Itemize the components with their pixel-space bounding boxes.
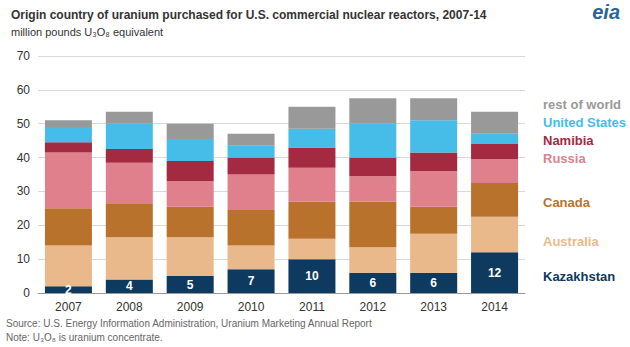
svg-text:Origin country of uranium purc: Origin country of uranium purchased for … [11, 8, 487, 22]
svg-text:Namibia: Namibia [543, 133, 594, 148]
svg-text:6: 6 [430, 276, 437, 290]
svg-text:Source: U.S. Energy Informatio: Source: U.S. Energy Information Administ… [6, 318, 372, 329]
svg-text:Australia: Australia [543, 234, 599, 249]
svg-text:0: 0 [23, 286, 30, 300]
svg-text:Canada: Canada [543, 195, 591, 210]
svg-text:Note: U₃O₈ is uranium concentr: Note: U₃O₈ is uranium concentrate. [6, 332, 163, 343]
svg-text:Russia: Russia [543, 151, 586, 166]
svg-text:5: 5 [187, 278, 194, 292]
svg-text:4: 4 [126, 279, 133, 293]
svg-text:2: 2 [65, 283, 72, 297]
svg-text:20: 20 [17, 218, 31, 232]
svg-text:million pounds U₃O₈ equivalent: million pounds U₃O₈ equivalent [11, 26, 163, 38]
svg-text:2013: 2013 [420, 300, 447, 314]
svg-text:eia: eia [592, 1, 620, 23]
svg-text:70: 70 [17, 49, 31, 63]
svg-text:United States: United States [543, 115, 626, 130]
svg-text:2014: 2014 [481, 300, 508, 314]
svg-text:2007: 2007 [55, 300, 82, 314]
svg-text:rest of world: rest of world [543, 97, 621, 112]
svg-text:2009: 2009 [177, 300, 204, 314]
svg-text:12: 12 [488, 266, 502, 280]
svg-text:7: 7 [248, 274, 255, 288]
svg-text:2012: 2012 [359, 300, 386, 314]
svg-text:Kazakhstan: Kazakhstan [543, 269, 615, 284]
svg-text:40: 40 [17, 151, 31, 165]
svg-text:6: 6 [369, 276, 376, 290]
svg-text:2008: 2008 [116, 300, 143, 314]
svg-text:50: 50 [17, 117, 31, 131]
svg-text:2011: 2011 [299, 300, 325, 314]
svg-text:10: 10 [17, 252, 31, 266]
svg-text:60: 60 [17, 83, 31, 97]
svg-text:30: 30 [17, 184, 31, 198]
svg-text:10: 10 [305, 269, 319, 283]
svg-text:2010: 2010 [238, 300, 265, 314]
